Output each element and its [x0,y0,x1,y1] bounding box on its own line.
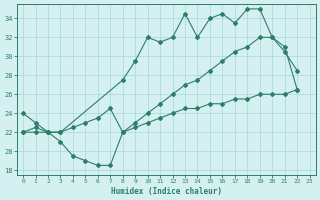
X-axis label: Humidex (Indice chaleur): Humidex (Indice chaleur) [111,187,222,196]
